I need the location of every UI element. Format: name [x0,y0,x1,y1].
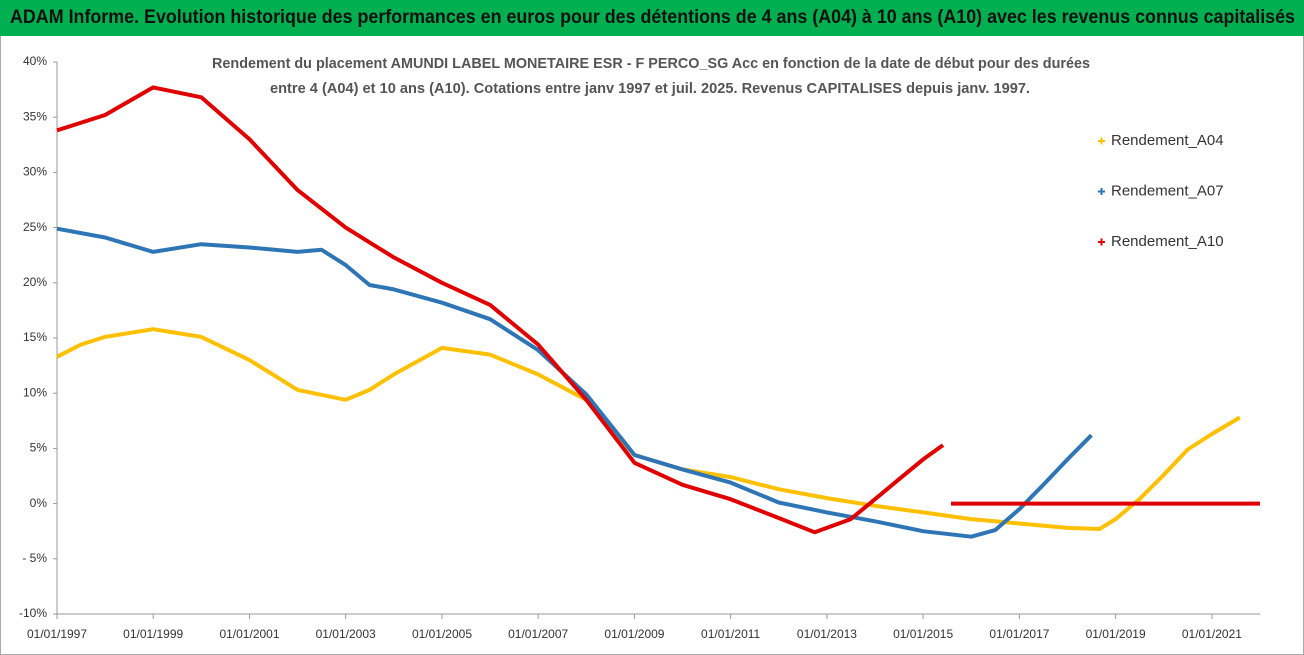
y-tick-label: 20% [23,275,47,289]
legend-marker [1098,137,1105,145]
x-tick-label: 01/01/1997 [27,627,87,641]
legend-label: Rendement_A04 [1111,132,1224,149]
x-tick-label: 01/01/1999 [123,627,183,641]
y-tick-label: 15% [23,330,47,344]
x-tick-label: 01/01/2001 [219,627,279,641]
x-tick-label: 01/01/2009 [604,627,664,641]
x-tick-label: 01/01/2005 [412,627,472,641]
y-tick-label: - 5% [22,551,47,565]
series-line [56,85,1260,535]
y-tick-label: 25% [23,220,47,234]
header-bar [0,0,1304,36]
series-line [56,226,1093,539]
x-tick-label: 01/01/2007 [508,627,568,641]
x-tick-label: 01/01/2015 [893,627,953,641]
x-tick-label: 01/01/2017 [989,627,1049,641]
y-tick-label: 35% [23,109,47,123]
x-tick-label: 01/01/2019 [1086,627,1146,641]
legend-label: Rendement_A10 [1111,233,1224,250]
y-tick-label: 0% [30,496,48,510]
x-tick-label: 01/01/2021 [1182,627,1242,641]
x-tick-label: 01/01/2011 [701,627,760,641]
x-tick-label: 01/01/2003 [316,627,376,641]
y-tick-label: 10% [23,385,47,399]
legend-label: Rendement_A07 [1111,182,1224,199]
y-tick-label: 40% [23,54,47,68]
legend-marker [1098,188,1105,195]
chart-title: ADAM Informe. Evolution historique des p… [10,7,1295,28]
legend-marker [1098,238,1105,246]
y-tick-label: 5% [30,441,48,455]
y-tick-label: 30% [23,165,47,179]
chart-subtitle: entre 4 (A04) et 10 ans (A10). Cotations… [270,80,1030,97]
y-tick-label: -10% [19,606,47,620]
chart-subtitle: Rendement du placement AMUNDI LABEL MONE… [212,55,1090,72]
x-tick-label: 01/01/2013 [797,627,857,641]
